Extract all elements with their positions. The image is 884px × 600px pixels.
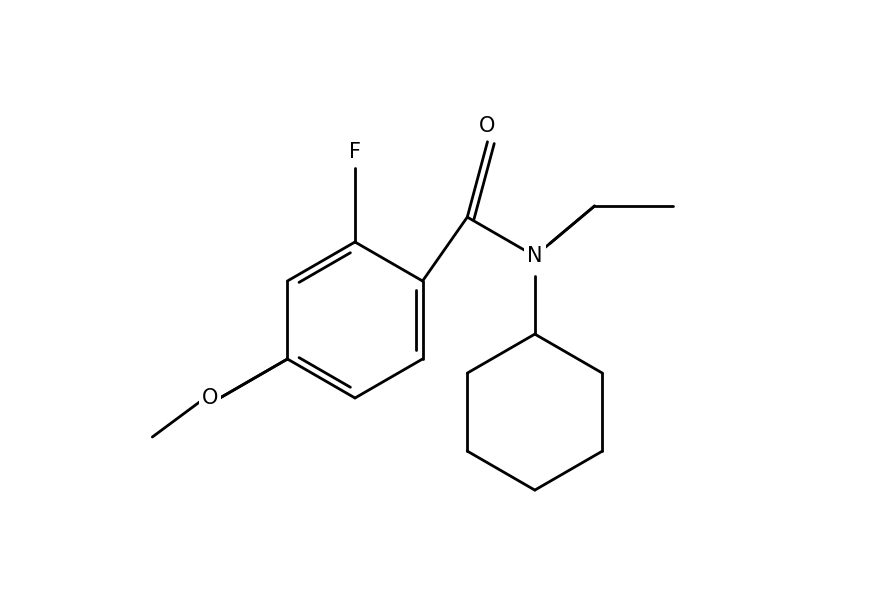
Text: N: N (527, 246, 543, 266)
Text: F: F (349, 142, 361, 162)
Text: O: O (479, 116, 496, 136)
Text: O: O (202, 388, 218, 408)
